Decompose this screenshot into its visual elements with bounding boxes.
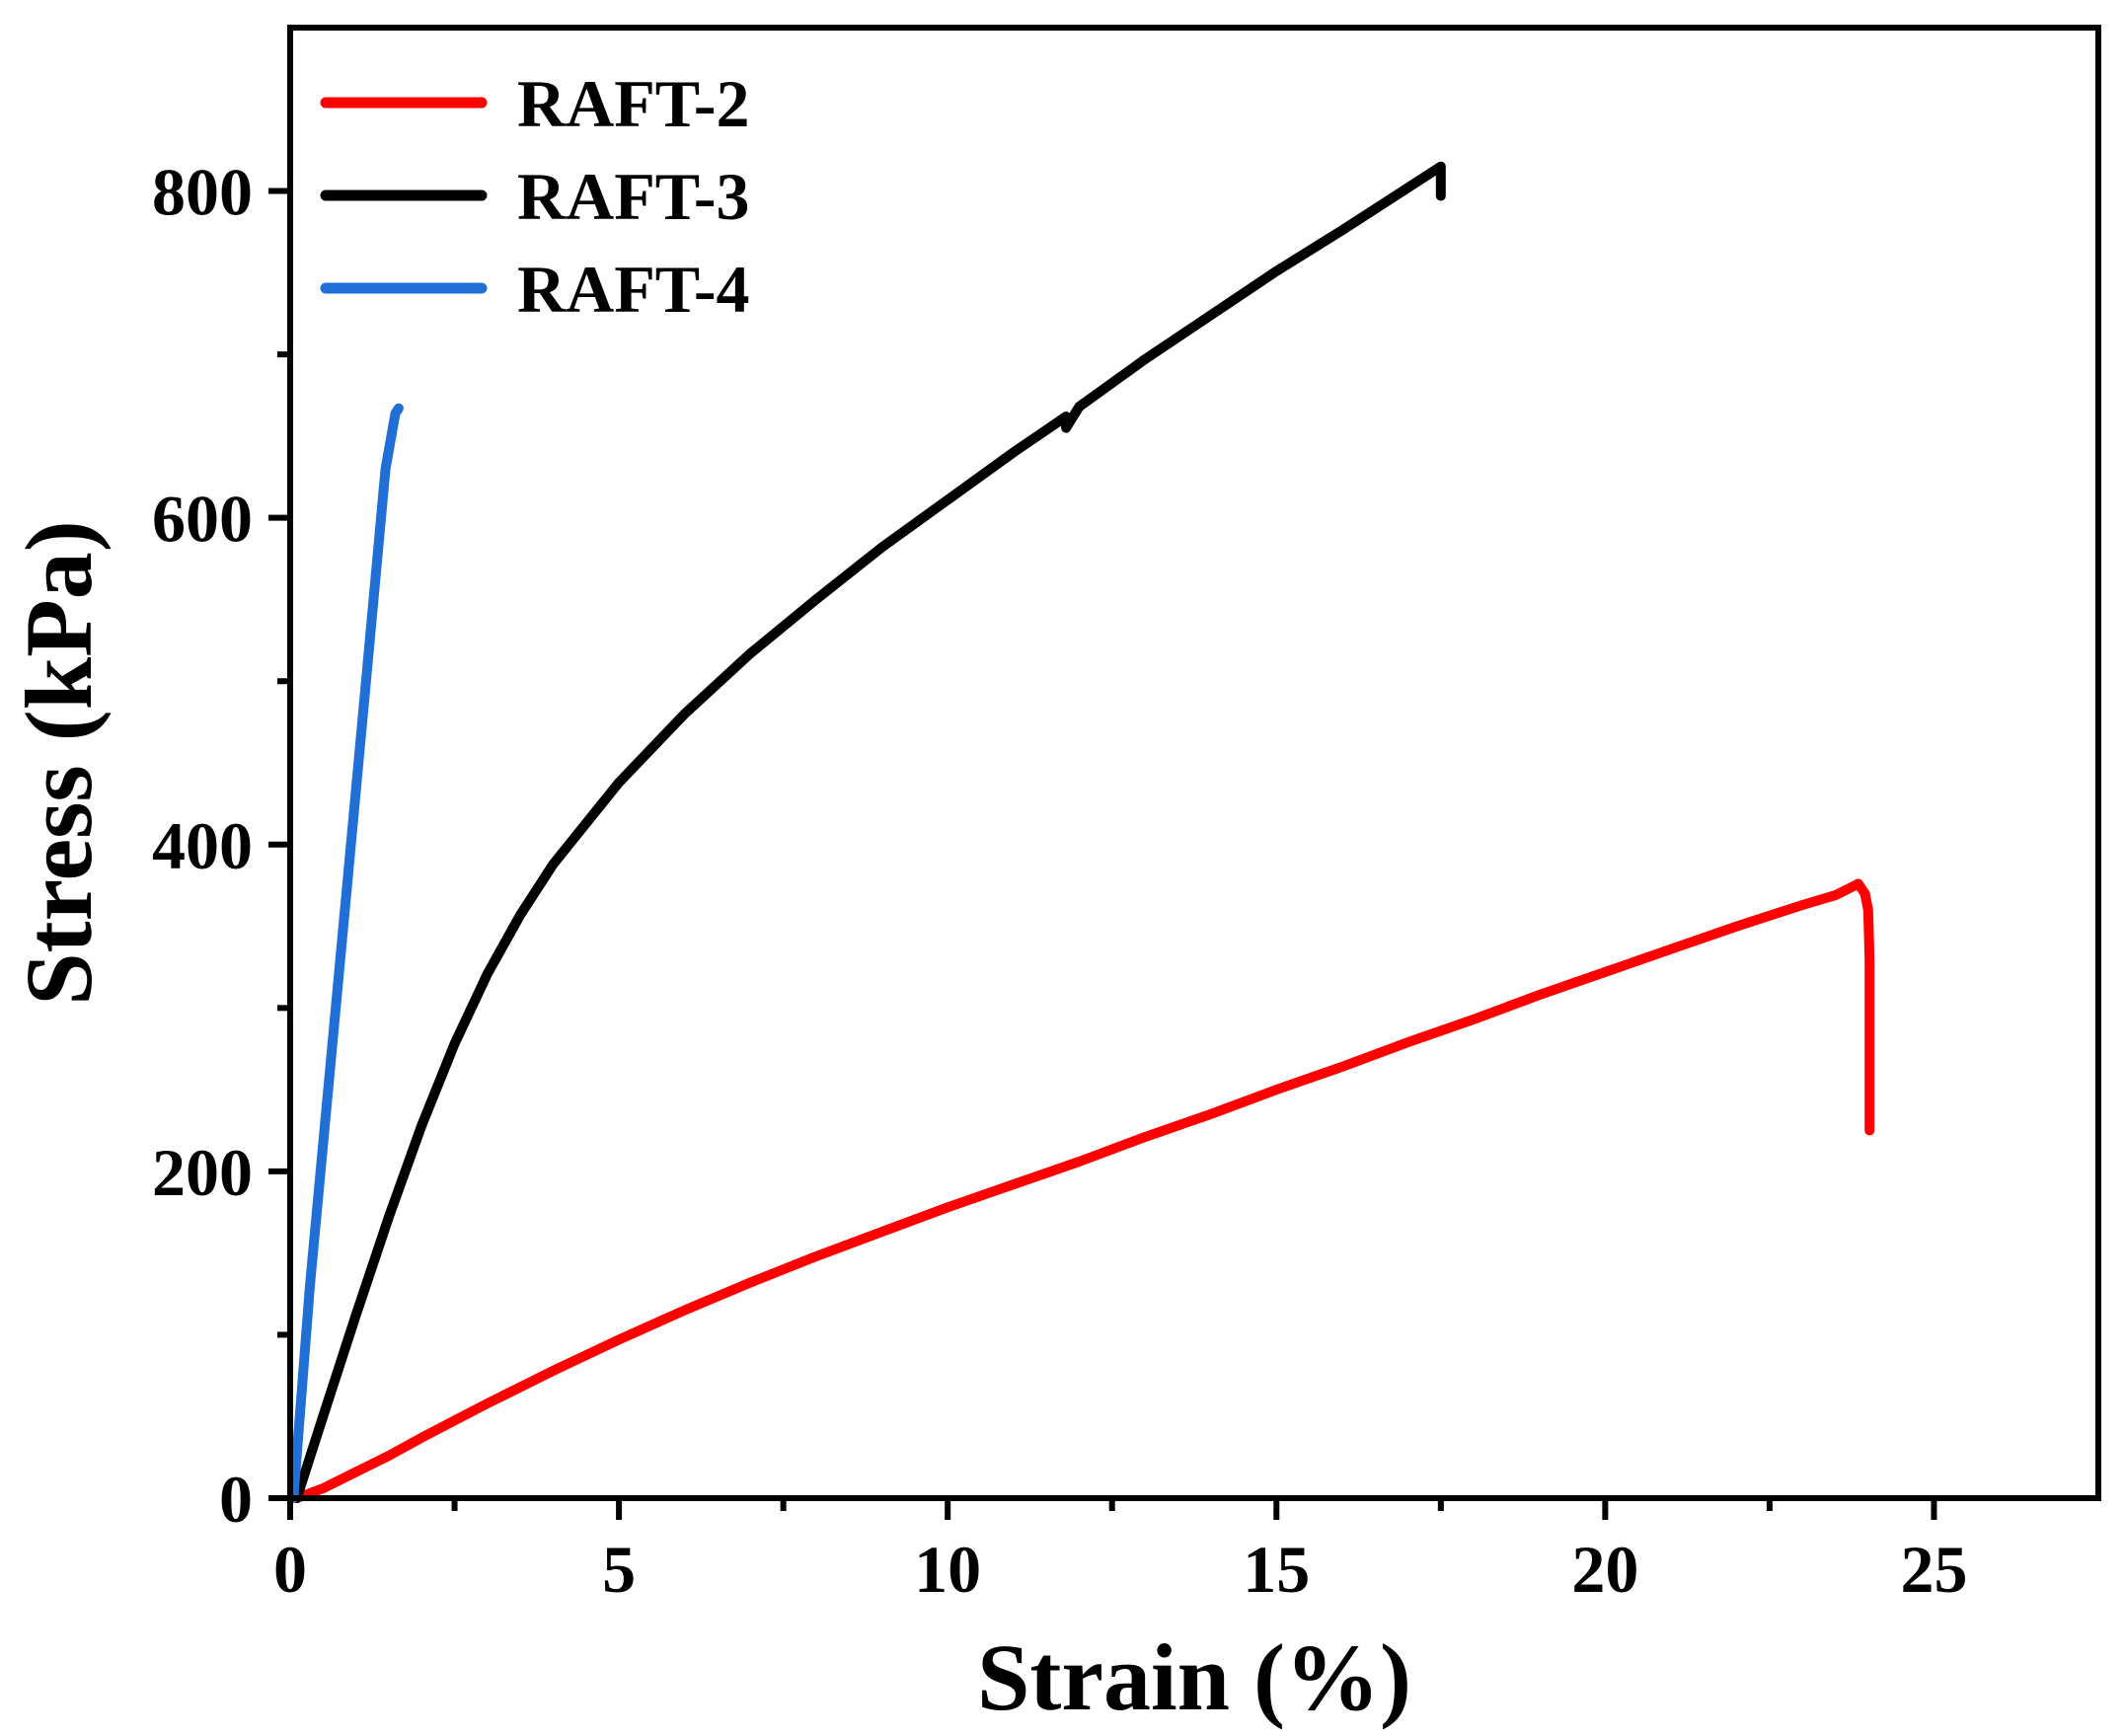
series-line-raft-3 (291, 161, 1446, 1503)
x-tick-label: 15 (1243, 1532, 1310, 1607)
y-tick-label: 600 (152, 482, 253, 557)
x-tick-label: 5 (602, 1532, 636, 1607)
data-layer (288, 161, 1875, 1503)
axis-labels: 0 5 10 15 20 25 0 200 400 600 800 Strain (%) Stress … (6, 155, 1967, 1730)
series-line-raft-4 (288, 403, 404, 1503)
axis-ticks (268, 188, 1937, 1520)
x-tick-label: 25 (1900, 1532, 1967, 1607)
legend: RAFT-2 RAFT-3 RAFT-4 (320, 66, 750, 327)
legend-label: RAFT-3 (517, 159, 750, 234)
series-line-raft-2 (291, 878, 1875, 1503)
x-tick-label: 0 (273, 1532, 307, 1607)
y-tick-label: 0 (219, 1462, 253, 1537)
y-tick-label: 400 (152, 808, 253, 883)
y-tick-label: 200 (152, 1135, 253, 1210)
x-tick-label: 20 (1571, 1532, 1638, 1607)
y-axis-title: Stress (kPa) (6, 520, 112, 1006)
legend-label: RAFT-4 (517, 252, 750, 327)
y-tick-label: 800 (152, 155, 253, 230)
x-axis-title: Strain (%) (977, 1624, 1411, 1730)
plot-border (287, 25, 2101, 1501)
plot-frame (287, 25, 2101, 1501)
legend-label: RAFT-2 (517, 66, 750, 141)
x-tick-label: 10 (914, 1532, 981, 1607)
